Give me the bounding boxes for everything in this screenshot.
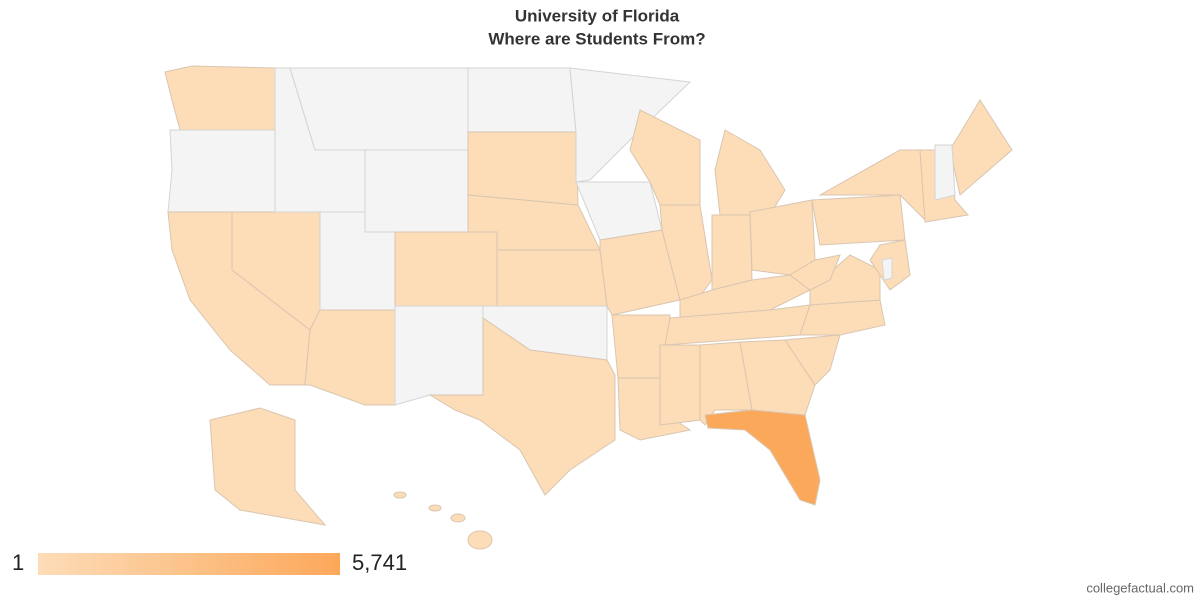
legend-gradient (38, 553, 340, 575)
chart-subtitle: Where are Students From? (488, 29, 705, 48)
legend-min-label: 1 (12, 550, 24, 575)
credit: collegefactual.com (1086, 580, 1194, 595)
legend-max-label: 5,741 (352, 550, 407, 575)
chart-title: University of Florida (515, 6, 680, 25)
state-shapes (164, 65, 1013, 550)
